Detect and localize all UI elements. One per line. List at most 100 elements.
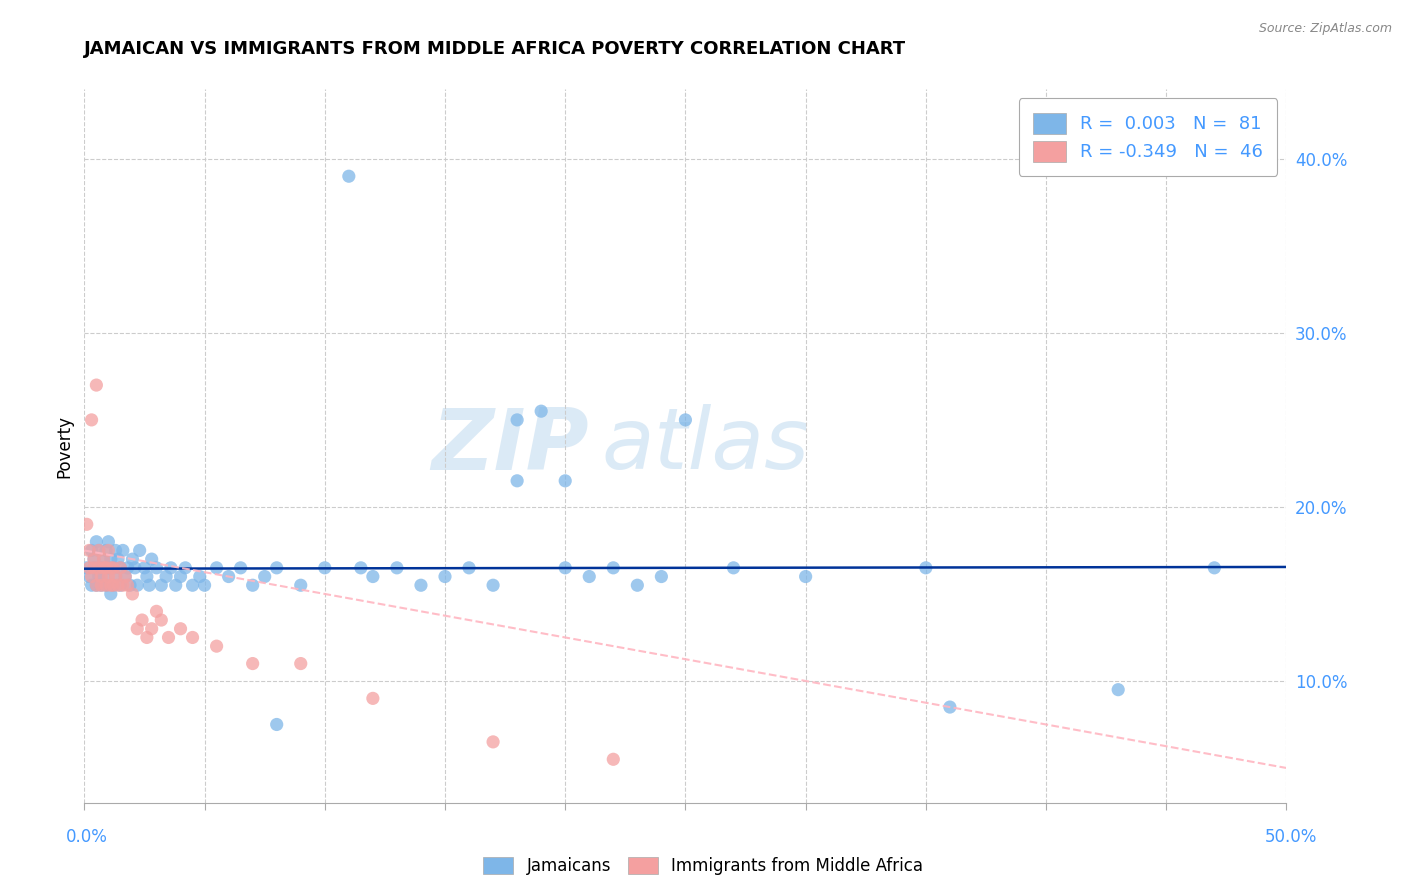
Point (90, 569, 112, 583)
Point (650, 569, 672, 583)
Point (723, 561, 745, 575)
Point (83, 561, 105, 575)
Point (157, 631, 180, 645)
Point (107, 552, 129, 566)
Point (602, 752, 624, 766)
Point (87, 543, 110, 558)
Point (94, 578, 117, 592)
Text: Source: ZipAtlas.com: Source: ZipAtlas.com (1258, 22, 1392, 36)
Point (361, 691, 384, 706)
Point (94, 578, 117, 592)
Point (409, 578, 432, 592)
Point (290, 578, 312, 592)
Point (97, 543, 120, 558)
Point (93, 561, 115, 575)
Point (77, 543, 100, 558)
Point (482, 735, 505, 749)
Point (434, 569, 457, 583)
Point (145, 604, 167, 618)
Point (76, 517, 98, 532)
Point (83, 552, 105, 566)
Text: 0.0%: 0.0% (66, 828, 108, 846)
Point (160, 561, 183, 575)
Point (118, 578, 141, 592)
Text: 50.0%: 50.0% (1264, 828, 1317, 846)
Point (155, 569, 177, 583)
Point (103, 561, 125, 575)
Point (86, 534, 108, 549)
Point (482, 578, 505, 592)
Point (150, 578, 173, 592)
Point (135, 631, 157, 645)
Point (253, 569, 276, 583)
Point (134, 561, 156, 575)
Point (138, 578, 160, 592)
Point (110, 561, 132, 575)
Point (121, 587, 143, 601)
Point (337, 169, 360, 184)
Text: ZIP: ZIP (432, 404, 589, 488)
Point (150, 613, 173, 627)
Point (314, 561, 336, 575)
Point (174, 561, 197, 575)
Point (266, 717, 288, 731)
Legend: Jamaicans, Immigrants from Middle Africa: Jamaicans, Immigrants from Middle Africa (477, 850, 929, 882)
Point (104, 569, 127, 583)
Point (218, 569, 240, 583)
Point (94, 543, 117, 558)
Point (242, 578, 264, 592)
Point (100, 561, 122, 575)
Point (86, 578, 108, 592)
Point (242, 657, 264, 671)
Point (188, 569, 211, 583)
Point (100, 552, 122, 566)
Point (93, 552, 115, 566)
Point (103, 578, 125, 592)
Point (77, 569, 100, 583)
Point (554, 561, 576, 575)
Point (111, 578, 134, 592)
Point (127, 578, 149, 592)
Point (506, 413, 529, 427)
Point (90, 578, 112, 592)
Point (104, 569, 127, 583)
Point (110, 561, 132, 575)
Point (602, 561, 624, 575)
Point (939, 700, 962, 714)
Point (110, 578, 132, 592)
Y-axis label: Poverty: Poverty (55, 415, 73, 477)
Point (169, 622, 191, 636)
Point (103, 561, 125, 575)
Point (181, 631, 204, 645)
Point (135, 569, 157, 583)
Point (107, 578, 129, 592)
Point (266, 561, 288, 575)
Point (290, 657, 312, 671)
Point (93, 552, 115, 566)
Legend: R =  0.003   N =  81, R = -0.349   N =  46: R = 0.003 N = 81, R = -0.349 N = 46 (1019, 98, 1278, 176)
Point (87, 543, 110, 558)
Point (97, 534, 120, 549)
Point (385, 561, 408, 575)
Point (165, 578, 187, 592)
Text: JAMAICAN VS IMMIGRANTS FROM MIDDLE AFRICA POVERTY CORRELATION CHART: JAMAICAN VS IMMIGRANTS FROM MIDDLE AFRIC… (84, 40, 907, 58)
Point (141, 552, 163, 566)
Point (128, 543, 150, 558)
Point (111, 543, 134, 558)
Point (675, 413, 697, 427)
Point (194, 578, 217, 592)
Point (86, 378, 108, 392)
Point (141, 622, 163, 636)
Point (114, 569, 136, 583)
Text: atlas: atlas (602, 404, 810, 488)
Point (794, 569, 817, 583)
Point (94, 561, 117, 575)
Point (350, 561, 373, 575)
Point (124, 561, 146, 575)
Point (117, 561, 139, 575)
Point (117, 578, 139, 592)
Point (77, 561, 100, 575)
Point (76, 561, 98, 575)
Point (83, 552, 105, 566)
Point (626, 578, 648, 592)
